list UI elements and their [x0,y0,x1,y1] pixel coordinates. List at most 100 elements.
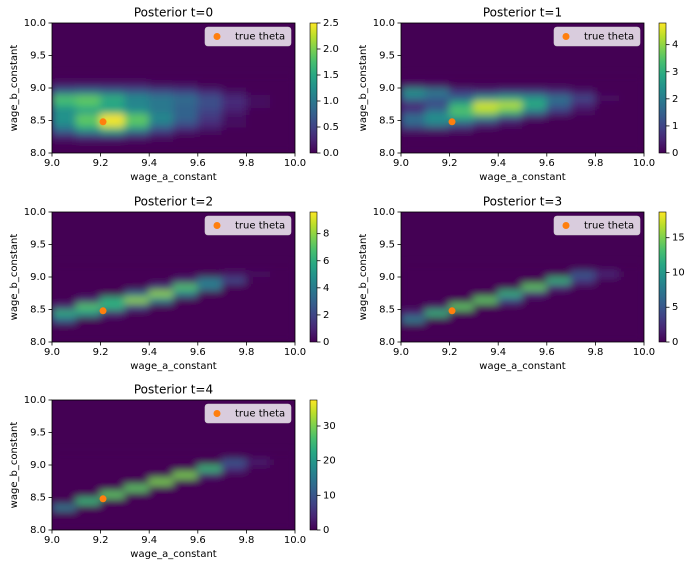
heat-cell [570,113,596,121]
heat-cell [173,107,199,115]
heat-cell [197,302,223,310]
heat-cell [473,94,499,102]
heat-cell [270,133,295,141]
x-tick-label: 9.6 [190,158,206,169]
heat-cell [197,94,223,102]
heat-cell [619,283,644,291]
heat-cell [546,94,572,102]
heat-cell [619,100,644,108]
heat-cell [546,296,572,304]
heat-cell [270,263,295,271]
x-tick-label: 9.6 [190,347,206,358]
heat-cell [124,510,150,518]
colorbar-tick-label: 1.0 [323,96,339,107]
heat-cell [148,146,174,153]
heat-cell [449,74,475,82]
heat-cell [148,503,174,511]
heat-cell [619,335,644,342]
heat-cell [473,289,499,297]
heat-cell [270,139,295,147]
heat-cell [473,113,499,121]
y-tick-label: 9.5 [30,428,46,439]
heat-cell [473,81,499,89]
heat-cell [424,296,451,304]
heat-cell [245,87,272,95]
colorbar-tick-label: 4 [323,283,329,294]
heat-cell [546,283,572,291]
heat-cell [570,87,596,95]
heat-cell [270,464,295,472]
heat-cell [100,510,126,518]
heat-cell [570,289,596,297]
heat-cell [449,133,475,141]
heat-cell [497,276,523,284]
heat-cell [197,322,223,330]
heat-cell [594,113,621,121]
heat-cell [197,100,223,108]
heat-cell [594,120,621,128]
heat-cell [570,283,596,291]
heat-cell [270,523,295,530]
heat-cell [424,146,451,153]
heat-cell [75,81,102,89]
heat-cell [221,107,247,115]
heat-cell [100,87,126,95]
heat-cell [124,263,150,271]
heat-cell [424,289,451,297]
heat-cell [197,113,223,121]
heat-cell [52,497,77,505]
y-axis-label: wage_b_constant [358,45,369,132]
colorbar [309,399,318,531]
heat-cell [424,100,451,108]
heat-cell [594,283,621,291]
colorbar-tick-label: 10 [672,267,685,278]
heat-cell [100,113,126,121]
heat-cell [245,133,272,141]
heat-cell [173,113,199,121]
heat-cell [100,126,126,134]
heat-cell [497,302,523,310]
heat-cell [148,490,174,498]
y-tick-label: 10.0 [24,18,46,29]
heat-cell [124,87,150,95]
heat-cell [522,126,548,134]
legend-box [204,26,292,47]
heat-cell [546,113,572,121]
heat-cell [570,133,596,141]
colorbar-tick-label: 8 [323,229,329,240]
heat-cell [497,120,523,128]
heat-cell [221,81,247,89]
x-tick-label: 10.0 [633,347,655,358]
heat-cell [52,81,77,89]
heat-cell [197,523,223,530]
heat-cell [52,322,77,330]
y-tick-label: 8.0 [30,525,46,536]
heat-cell [594,146,621,153]
heat-cell [173,139,199,147]
heat-cell [100,328,126,336]
heat-cell [52,302,77,310]
heat-cell [124,471,150,479]
heat-cell [197,315,223,323]
heat-cell [546,263,572,271]
heat-cell [546,139,572,147]
heat-cell [449,146,475,153]
legend: true theta [204,403,292,424]
heat-cell [52,315,77,323]
heat-cell [173,471,199,479]
heat-cell [270,458,295,466]
heat-cell [546,322,572,330]
heat-cell [221,94,247,102]
heat-cell [197,289,223,297]
heat-cell [245,523,272,530]
heat-cell [522,289,548,297]
heat-cell [124,523,150,530]
heat-cell [100,315,126,323]
heat-cell [75,283,102,291]
heat-cell [522,322,548,330]
heat-cell [173,289,199,297]
heat-cell [173,503,199,511]
x-tick-label: 9.6 [190,535,206,546]
heat-cell [173,328,199,336]
colorbar [309,211,318,343]
